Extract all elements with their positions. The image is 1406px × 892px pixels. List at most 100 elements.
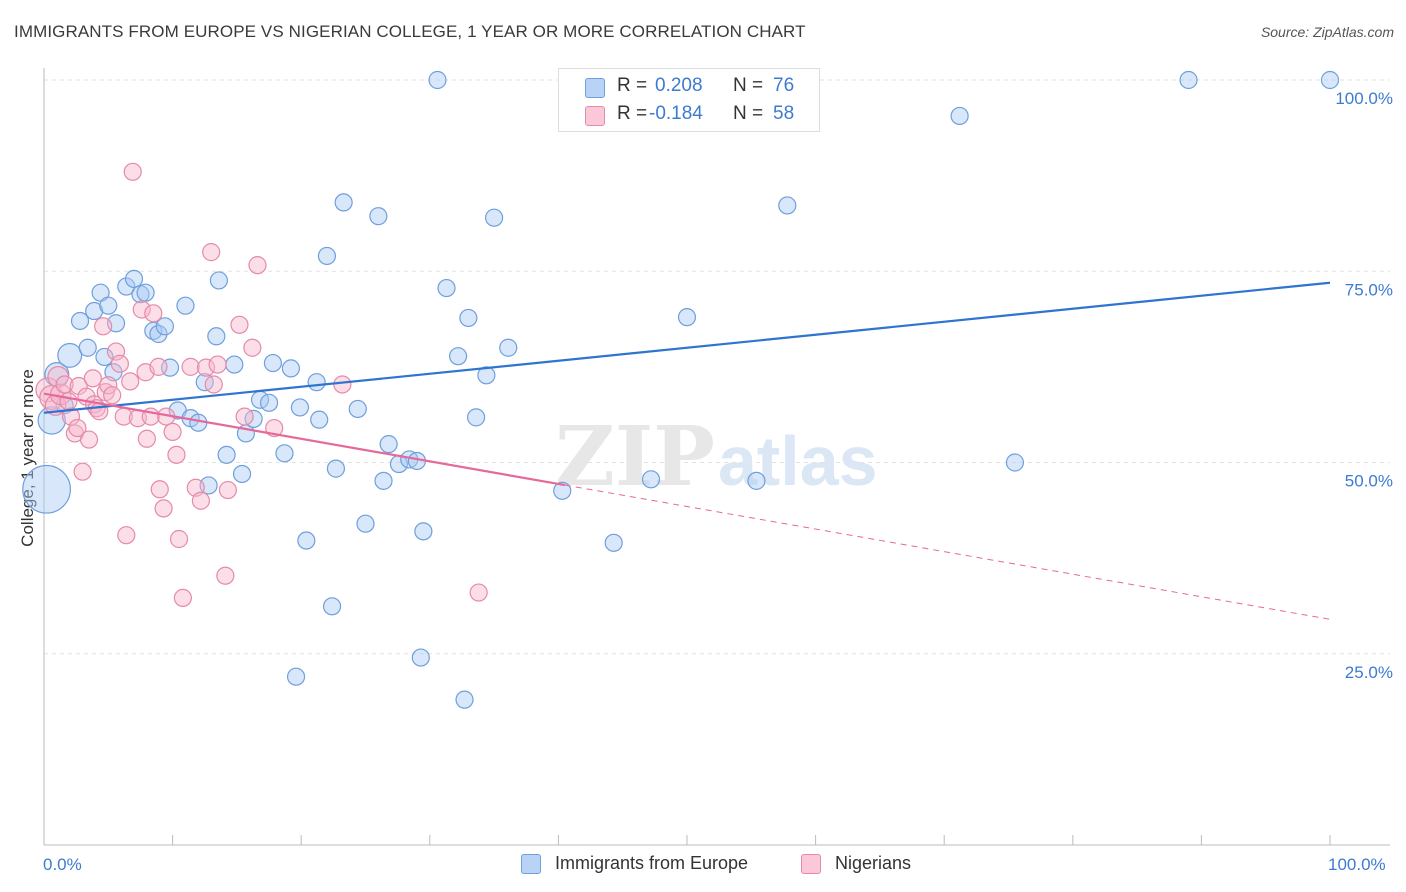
n-value: 76 — [773, 75, 795, 96]
point-blue-72 — [778, 196, 797, 215]
point-blue-10 — [99, 296, 118, 315]
point-blue-61 — [455, 690, 474, 709]
point-pink-11 — [73, 462, 92, 481]
trend-lines — [43, 281, 1331, 620]
point-blue-49 — [356, 514, 375, 533]
y-tick-labels: 25.0% 50.0% 75.0% 100.0% — [1335, 89, 1393, 682]
point-blue-65 — [485, 208, 504, 227]
point-blue-4 — [57, 342, 83, 368]
point-blue-46 — [326, 459, 346, 478]
point-blue-69 — [641, 470, 661, 489]
point-blue-0 — [22, 464, 71, 514]
point-pink-42 — [181, 357, 200, 376]
point-blue-39 — [286, 667, 306, 686]
legend-swatch-blue — [585, 78, 605, 98]
point-blue-6 — [78, 338, 97, 357]
point-blue-70 — [677, 308, 697, 327]
trend-line-pink — [43, 392, 566, 487]
y-axis-title: College, 1 year or more — [18, 369, 37, 547]
point-blue-75 — [1179, 70, 1198, 90]
point-pink-38 — [163, 422, 182, 441]
point-pink-41 — [173, 588, 192, 608]
point-blue-48 — [348, 399, 367, 419]
point-pink-50 — [218, 480, 237, 500]
point-pink-27 — [123, 162, 142, 181]
point-pink-5 — [55, 375, 74, 394]
point-pink-53 — [243, 338, 262, 357]
point-pink-40 — [169, 529, 189, 549]
point-blue-52 — [379, 435, 398, 454]
point-blue-22 — [176, 296, 195, 315]
point-pink-54 — [248, 256, 267, 275]
legend-item-nigerians[interactable]: Nigerians — [801, 852, 941, 876]
point-pink-26 — [121, 372, 140, 391]
watermark: ZIP atlas — [555, 409, 878, 505]
point-blue-7 — [85, 301, 104, 321]
point-pink-34 — [149, 357, 168, 376]
point-blue-76 — [1320, 70, 1340, 90]
point-blue-51 — [374, 471, 393, 490]
trend-line-blue — [43, 281, 1331, 414]
chart-title: IMMIGRANTS FROM EUROPE VS NIGERIAN COLLE… — [14, 22, 806, 41]
point-pink-36 — [154, 499, 173, 518]
point-pink-44 — [191, 491, 210, 510]
point-pink-46 — [202, 243, 221, 262]
point-blue-44 — [317, 246, 337, 266]
point-blue-40 — [290, 398, 310, 417]
stats-row-nigerians: R = -0.184 N = 58 — [559, 101, 817, 129]
point-blue-50 — [369, 207, 388, 226]
point-blue-71 — [747, 471, 766, 490]
point-pink-49 — [216, 566, 235, 585]
point-pink-35 — [150, 480, 169, 499]
point-blue-9 — [95, 347, 114, 367]
point-blue-67 — [553, 481, 572, 500]
point-pink-21 — [103, 386, 122, 405]
point-blue-13 — [117, 277, 136, 296]
point-blue-37 — [275, 444, 294, 463]
y-tick-label-100: 100.0% — [1335, 89, 1393, 108]
point-blue-62 — [459, 308, 478, 328]
point-blue-45 — [322, 597, 342, 616]
point-blue-19 — [155, 317, 174, 336]
point-pink-33 — [144, 304, 163, 323]
stats-legend: R = 0.208 N = 76 R = -0.184 N = 58 — [558, 68, 820, 132]
point-blue-29 — [217, 445, 236, 464]
point-blue-28 — [209, 271, 228, 290]
point-blue-36 — [263, 353, 283, 373]
r-value: -0.184 — [649, 103, 703, 124]
source-credit: Source: ZipAtlas.com — [1260, 24, 1394, 40]
point-blue-68 — [604, 533, 623, 552]
point-blue-66 — [499, 338, 518, 357]
point-blue-30 — [225, 355, 244, 374]
trend-line-pink-extension — [564, 484, 1331, 620]
point-blue-38 — [281, 359, 301, 378]
point-blue-59 — [437, 278, 456, 298]
point-blue-60 — [448, 347, 468, 366]
point-blue-31 — [232, 464, 252, 484]
point-pink-47 — [204, 375, 223, 394]
r-value: 0.208 — [655, 75, 703, 96]
n-label: N = — [733, 75, 764, 96]
point-pink-13 — [79, 430, 99, 449]
legend-item-immigrants-from-europe[interactable]: Immigrants from Europe — [521, 852, 781, 876]
point-blue-47 — [334, 193, 353, 212]
point-pink-18 — [94, 317, 113, 336]
point-pink-23 — [110, 354, 129, 373]
point-pink-48 — [208, 355, 227, 374]
point-pink-7 — [61, 407, 81, 426]
stats-row-europe: R = 0.208 N = 76 — [559, 73, 817, 101]
point-blue-14 — [124, 269, 144, 288]
watermark-zip: ZIP — [555, 409, 715, 505]
point-pink-39 — [167, 445, 186, 464]
point-pink-51 — [230, 315, 249, 334]
point-blue-42 — [307, 373, 326, 392]
grid-lines — [44, 79, 1390, 655]
axes — [43, 68, 1390, 846]
legend-swatch-pink — [801, 854, 821, 874]
point-blue-57 — [414, 522, 433, 541]
point-blue-5 — [70, 311, 90, 331]
y-tick-label-50: 50.0% — [1345, 472, 1393, 491]
r-label: R = — [617, 75, 648, 96]
point-blue-56 — [411, 648, 430, 667]
series-nigerians — [35, 162, 488, 608]
